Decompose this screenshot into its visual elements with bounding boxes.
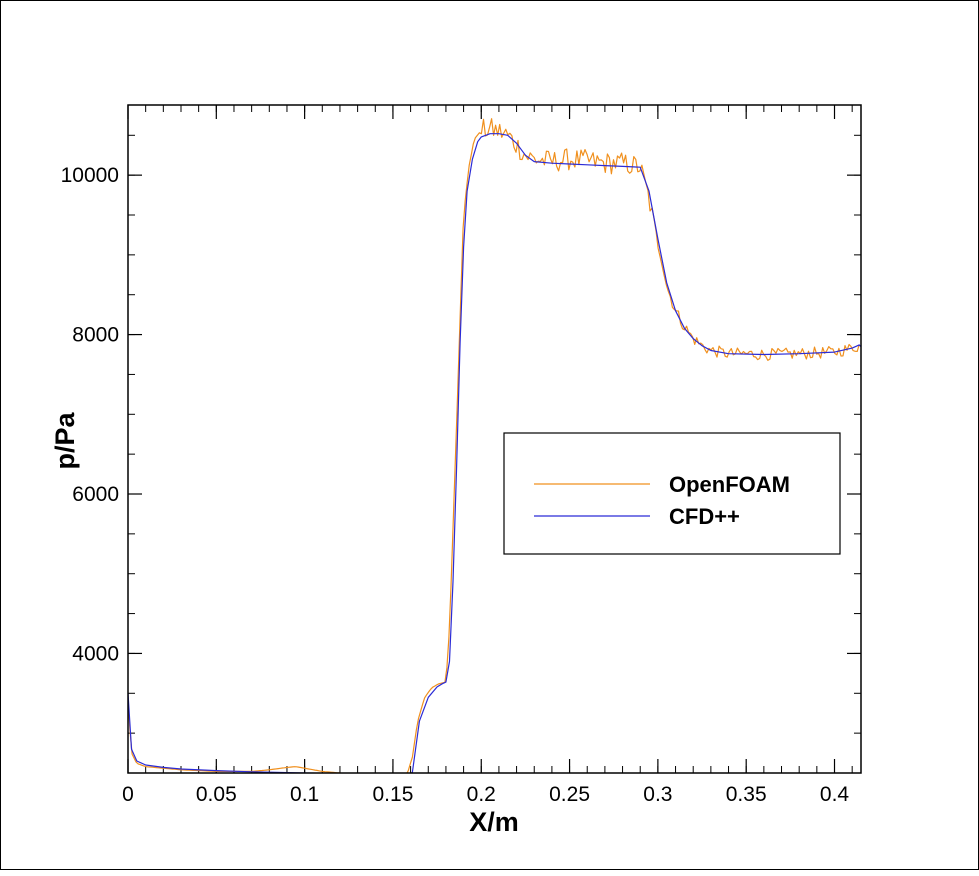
y-tick-label: 4000 [72,642,119,665]
x-tick-label: 0 [122,783,134,806]
series-lines [128,118,861,773]
y-tick-label: 10000 [61,164,119,187]
y-tick-label: 8000 [72,324,119,347]
plot-border [127,104,862,774]
x-tick-label: 0.3 [643,783,672,806]
x-tick-label: 0.15 [373,783,414,806]
legend-box [503,432,841,555]
legend: OpenFOAM CFD++ [503,432,841,555]
y-tick-label: 6000 [72,483,119,506]
x-tick-label: 0.2 [467,783,496,806]
y-axis-title: p/Pa [50,412,80,470]
x-axis-title: X/m [469,807,519,837]
series-line-cfd [128,133,861,773]
x-tick-label: 0.4 [820,783,850,806]
tick-labels: 0 0.05 0.1 0.15 0.2 0.25 0.3 0.35 0.4 4000 6000 800… [61,164,850,806]
x-tick-label: 0.05 [196,783,237,806]
x-tick-label: 0.25 [549,783,590,806]
legend-label-cfdpp: CFD++ [669,504,740,529]
x-tick-label: 0.35 [726,783,767,806]
legend-label-openfoam: OpenFOAM [669,472,790,497]
x-tick-label: 0.1 [290,783,319,806]
